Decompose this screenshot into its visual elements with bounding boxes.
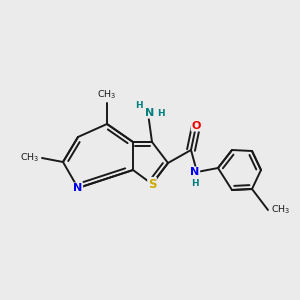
Text: N: N	[74, 183, 82, 193]
Text: N: N	[190, 167, 200, 177]
Text: O: O	[191, 121, 201, 131]
Text: N: N	[146, 108, 154, 118]
Text: CH$_3$: CH$_3$	[271, 204, 290, 216]
Text: H: H	[135, 100, 143, 109]
Text: CH$_3$: CH$_3$	[97, 88, 117, 101]
Text: CH$_3$: CH$_3$	[20, 152, 39, 164]
Text: H: H	[191, 179, 199, 188]
Text: S: S	[148, 178, 156, 190]
Text: H: H	[157, 109, 165, 118]
